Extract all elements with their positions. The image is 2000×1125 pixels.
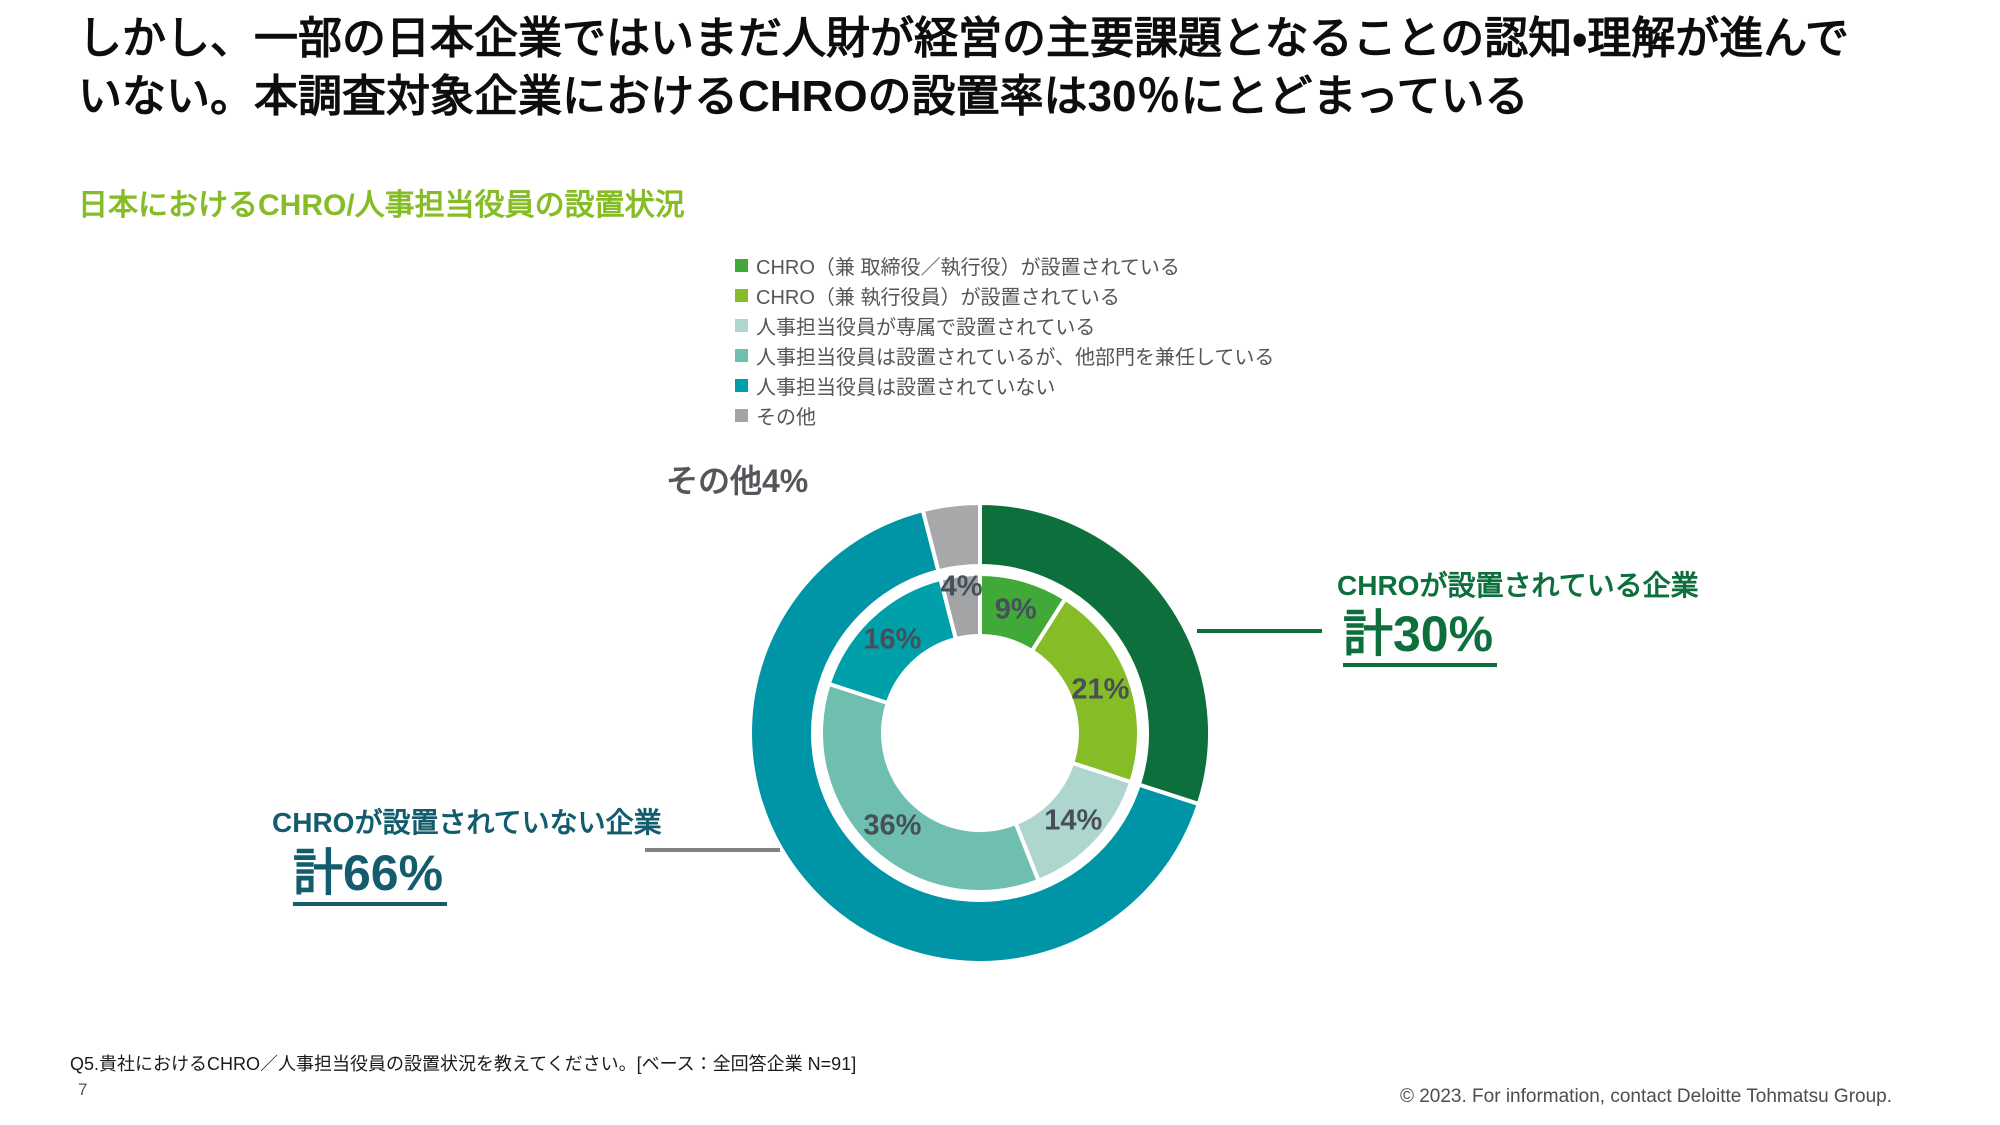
leader-line-right xyxy=(1197,629,1322,633)
other-segment-callout: その他4% xyxy=(666,463,809,499)
leader-line-left xyxy=(645,848,780,852)
legend-swatch xyxy=(735,378,748,392)
slice-value-label: 9% xyxy=(994,593,1037,626)
legend-swatch xyxy=(735,258,748,272)
legend-item: 人事担当役員は設置されているが、他部門を兼任している xyxy=(735,340,1274,370)
donut-segment xyxy=(938,572,982,642)
legend-item: 人事担当役員が専属で設置されている xyxy=(735,310,1274,340)
slide-title: しかし、一部の日本企業ではいまだ人財が経営の主要課題となることの認知・理解が進ん… xyxy=(78,10,1968,126)
legend-item: CHRO（兼 取締役／執行役）が設置されている xyxy=(735,250,1274,280)
donut-chart-area: 9% 21% 14% 36% 16% 4% xyxy=(750,503,1210,963)
donut-segment xyxy=(819,681,1041,894)
callout-left-total: 計66% xyxy=(293,847,448,906)
callout-right-title: CHROが設置されている企業 xyxy=(1337,570,1699,601)
legend-label: 人事担当役員が専属で設置されている xyxy=(756,316,1096,339)
legend-swatch xyxy=(735,408,748,422)
slide-title-line2: いない。本調査対象企業におけるCHROの設置率は30％にとどまっている xyxy=(78,72,1529,122)
donut-segment xyxy=(750,508,1201,963)
slice-value-label: 36% xyxy=(863,809,922,842)
slice-value-label: 14% xyxy=(1044,804,1103,837)
legend-label: CHRO（兼 取締役／執行役）が設置されている xyxy=(756,256,1180,279)
legend-swatch xyxy=(735,348,748,362)
legend-label: その他 xyxy=(756,406,816,429)
survey-question-footnote: Q5.貴社におけるCHRO／人事担当役員の設置状況を教えてください。[ベース：全… xyxy=(70,1054,857,1074)
page-number: 7 xyxy=(78,1080,88,1099)
legend-label: 人事担当役員は設置されているが、他部門を兼任している xyxy=(756,346,1275,369)
copyright-notice: © 2023. For information, contact Deloitt… xyxy=(1399,1086,1892,1107)
slice-value-label: 16% xyxy=(863,623,922,656)
callout-chro-established: CHROが設置されている企業 計30% xyxy=(1337,564,1699,667)
legend-label: 人事担当役員は設置されていない xyxy=(756,376,1056,399)
legend-item: CHRO（兼 執行役員）が設置されている xyxy=(735,280,1274,310)
donut-chart xyxy=(750,503,1210,963)
callout-chro-not-established: CHROが設置されていない企業 計66% xyxy=(272,801,662,906)
legend-swatch xyxy=(735,318,748,332)
slice-value-label: 21% xyxy=(1071,673,1130,706)
legend-item: 人事担当役員は設置されていない xyxy=(735,370,1274,400)
chart-legend: CHRO（兼 取締役／執行役）が設置されている CHRO（兼 執行役員）が設置され… xyxy=(735,250,1274,430)
callout-left-title: CHROが設置されていない企業 xyxy=(272,807,662,838)
callout-right-total: 計30% xyxy=(1343,608,1498,667)
legend-label: CHRO（兼 執行役員）が設置されている xyxy=(756,286,1120,309)
slide-title-line1: しかし、一部の日本企業ではいまだ人財が経営の主要課題となることの認知・理解が進ん… xyxy=(78,14,1849,63)
legend-swatch xyxy=(735,288,748,302)
chart-title: 日本におけるCHRO/人事担当役員の設置状況 xyxy=(78,189,685,222)
donut-segment xyxy=(920,503,982,574)
slice-value-label: 4% xyxy=(940,570,983,603)
legend-item: その他 xyxy=(735,400,1274,430)
donut-segment xyxy=(978,503,1210,807)
